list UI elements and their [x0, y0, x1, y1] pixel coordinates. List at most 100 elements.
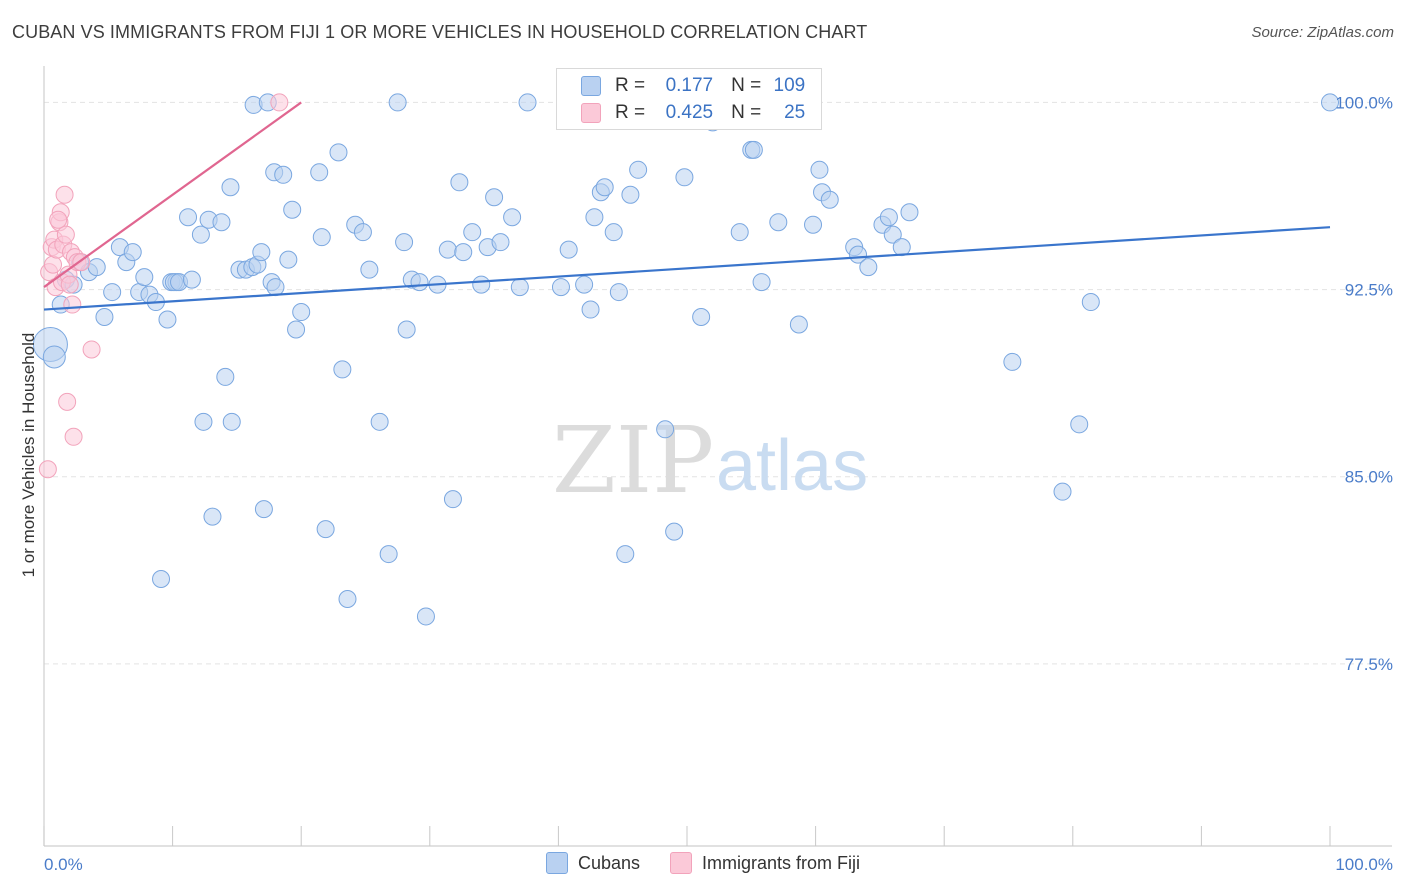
legend-row-cubans: R = 0.177 N = 109 — [581, 74, 805, 98]
legend-r-value: 0.177 — [665, 75, 714, 96]
cubans-point — [675, 168, 694, 187]
cubans-point — [329, 143, 348, 162]
cubans-point — [292, 303, 311, 322]
fiji-point — [58, 392, 77, 411]
cubans-point — [604, 223, 623, 242]
cubans-point — [609, 283, 628, 302]
cubans-point — [42, 345, 66, 369]
legend-label-cubans: Cubans — [577, 852, 641, 873]
cubans-point — [559, 240, 578, 259]
fiji-point — [56, 225, 75, 244]
cubans-point — [221, 178, 240, 197]
cubans-point — [135, 268, 154, 287]
cubans-point — [820, 190, 839, 209]
legend-n-label: N = — [731, 75, 762, 96]
cubans-point — [879, 208, 898, 227]
cubans-point — [892, 238, 911, 257]
cubans-point — [1053, 482, 1072, 501]
cubans-point — [283, 200, 302, 219]
cubans-point — [395, 233, 414, 252]
y-tick-label: 77.5% — [1345, 655, 1393, 674]
cubans-point — [575, 275, 594, 294]
cubans-point — [410, 273, 429, 292]
cubans-point — [585, 208, 604, 227]
y-tick-label: 85.0% — [1345, 468, 1393, 487]
cubans-point — [279, 250, 298, 269]
cubans-point — [789, 315, 808, 334]
cubans-point — [883, 225, 902, 244]
cubans-point — [859, 258, 878, 277]
cubans-point — [216, 367, 235, 386]
cubans-point — [191, 225, 210, 244]
cubans-point — [222, 412, 241, 431]
series-cubans — [32, 93, 1339, 626]
legend-n-value: 25 — [784, 102, 806, 123]
cubans-point — [450, 173, 469, 192]
cubans-point — [581, 300, 600, 319]
cubans-point — [179, 208, 198, 227]
cubans-point — [388, 93, 407, 112]
source-credit: Source: ZipAtlas.com — [1251, 24, 1394, 41]
legend-item-fiji: Immigrants from Fiji — [670, 852, 860, 874]
cubans-point — [744, 140, 763, 159]
cubans-point — [443, 490, 462, 509]
cubans-point — [360, 260, 379, 279]
cubans-point — [194, 412, 213, 431]
cubans-point — [274, 165, 293, 184]
cubans-point — [310, 163, 329, 182]
y-tick-label: 92.5% — [1345, 281, 1393, 300]
legend-n-label: N = — [731, 102, 762, 123]
fiji-point — [270, 93, 289, 112]
cubans-point — [370, 412, 389, 431]
cubans-point — [438, 240, 457, 259]
x-tick-label: 100.0% — [1335, 855, 1393, 874]
fiji-point — [49, 210, 68, 229]
cubans-point — [616, 545, 635, 564]
fiji-point — [44, 255, 63, 274]
gridlines — [44, 101, 1392, 665]
cubans-point — [665, 522, 684, 541]
cubans-point — [353, 223, 372, 242]
cubans-point — [595, 178, 614, 197]
cubans-point — [252, 243, 271, 262]
cubans-point — [1070, 415, 1089, 434]
cubans-point — [95, 308, 114, 327]
legend-row-fiji: R = 0.425 N = 25 — [581, 101, 805, 125]
cubans-point — [1321, 93, 1339, 112]
cubans-point — [810, 160, 829, 179]
legend-r-label: R = — [615, 75, 646, 96]
cubans-point — [752, 273, 771, 292]
fiji-point — [38, 460, 57, 479]
cubans-point — [849, 245, 868, 264]
cubans-trend-line — [43, 226, 1331, 311]
legend-item-cubans: Cubans — [545, 852, 641, 874]
tick-labels: 77.5% 85.0% 92.5% 100.0% 0.0% 100.0% — [44, 93, 1393, 874]
cubans-point — [87, 258, 106, 277]
cubans-point — [769, 213, 788, 232]
cubans-point — [463, 223, 482, 242]
cubans-point — [152, 570, 171, 589]
watermark-atlas: atlas — [716, 426, 868, 506]
cubans-point — [491, 233, 510, 252]
cubans-point — [182, 270, 201, 289]
x-tick-label: 0.0% — [44, 855, 83, 874]
cubans-point — [900, 203, 919, 222]
legend-label-fiji: Immigrants from Fiji — [702, 852, 861, 873]
cubans-point — [123, 243, 142, 262]
legend-r-label: R = — [615, 102, 646, 123]
cubans-point — [518, 93, 537, 112]
cubans-point — [656, 420, 675, 439]
cubans-point — [629, 160, 648, 179]
cubans-point — [454, 243, 473, 262]
cubans-point — [338, 589, 357, 608]
watermark-zip: ZIP — [552, 407, 714, 514]
series-fiji — [38, 93, 289, 479]
cubans-point — [804, 215, 823, 234]
cubans-point — [158, 310, 177, 329]
cubans-point — [551, 278, 570, 297]
series-legend: Cubans Immigrants from Fiji — [0, 852, 1406, 874]
cubans-point — [254, 500, 273, 519]
cubans-point — [266, 278, 285, 297]
cubans-point — [730, 223, 749, 242]
